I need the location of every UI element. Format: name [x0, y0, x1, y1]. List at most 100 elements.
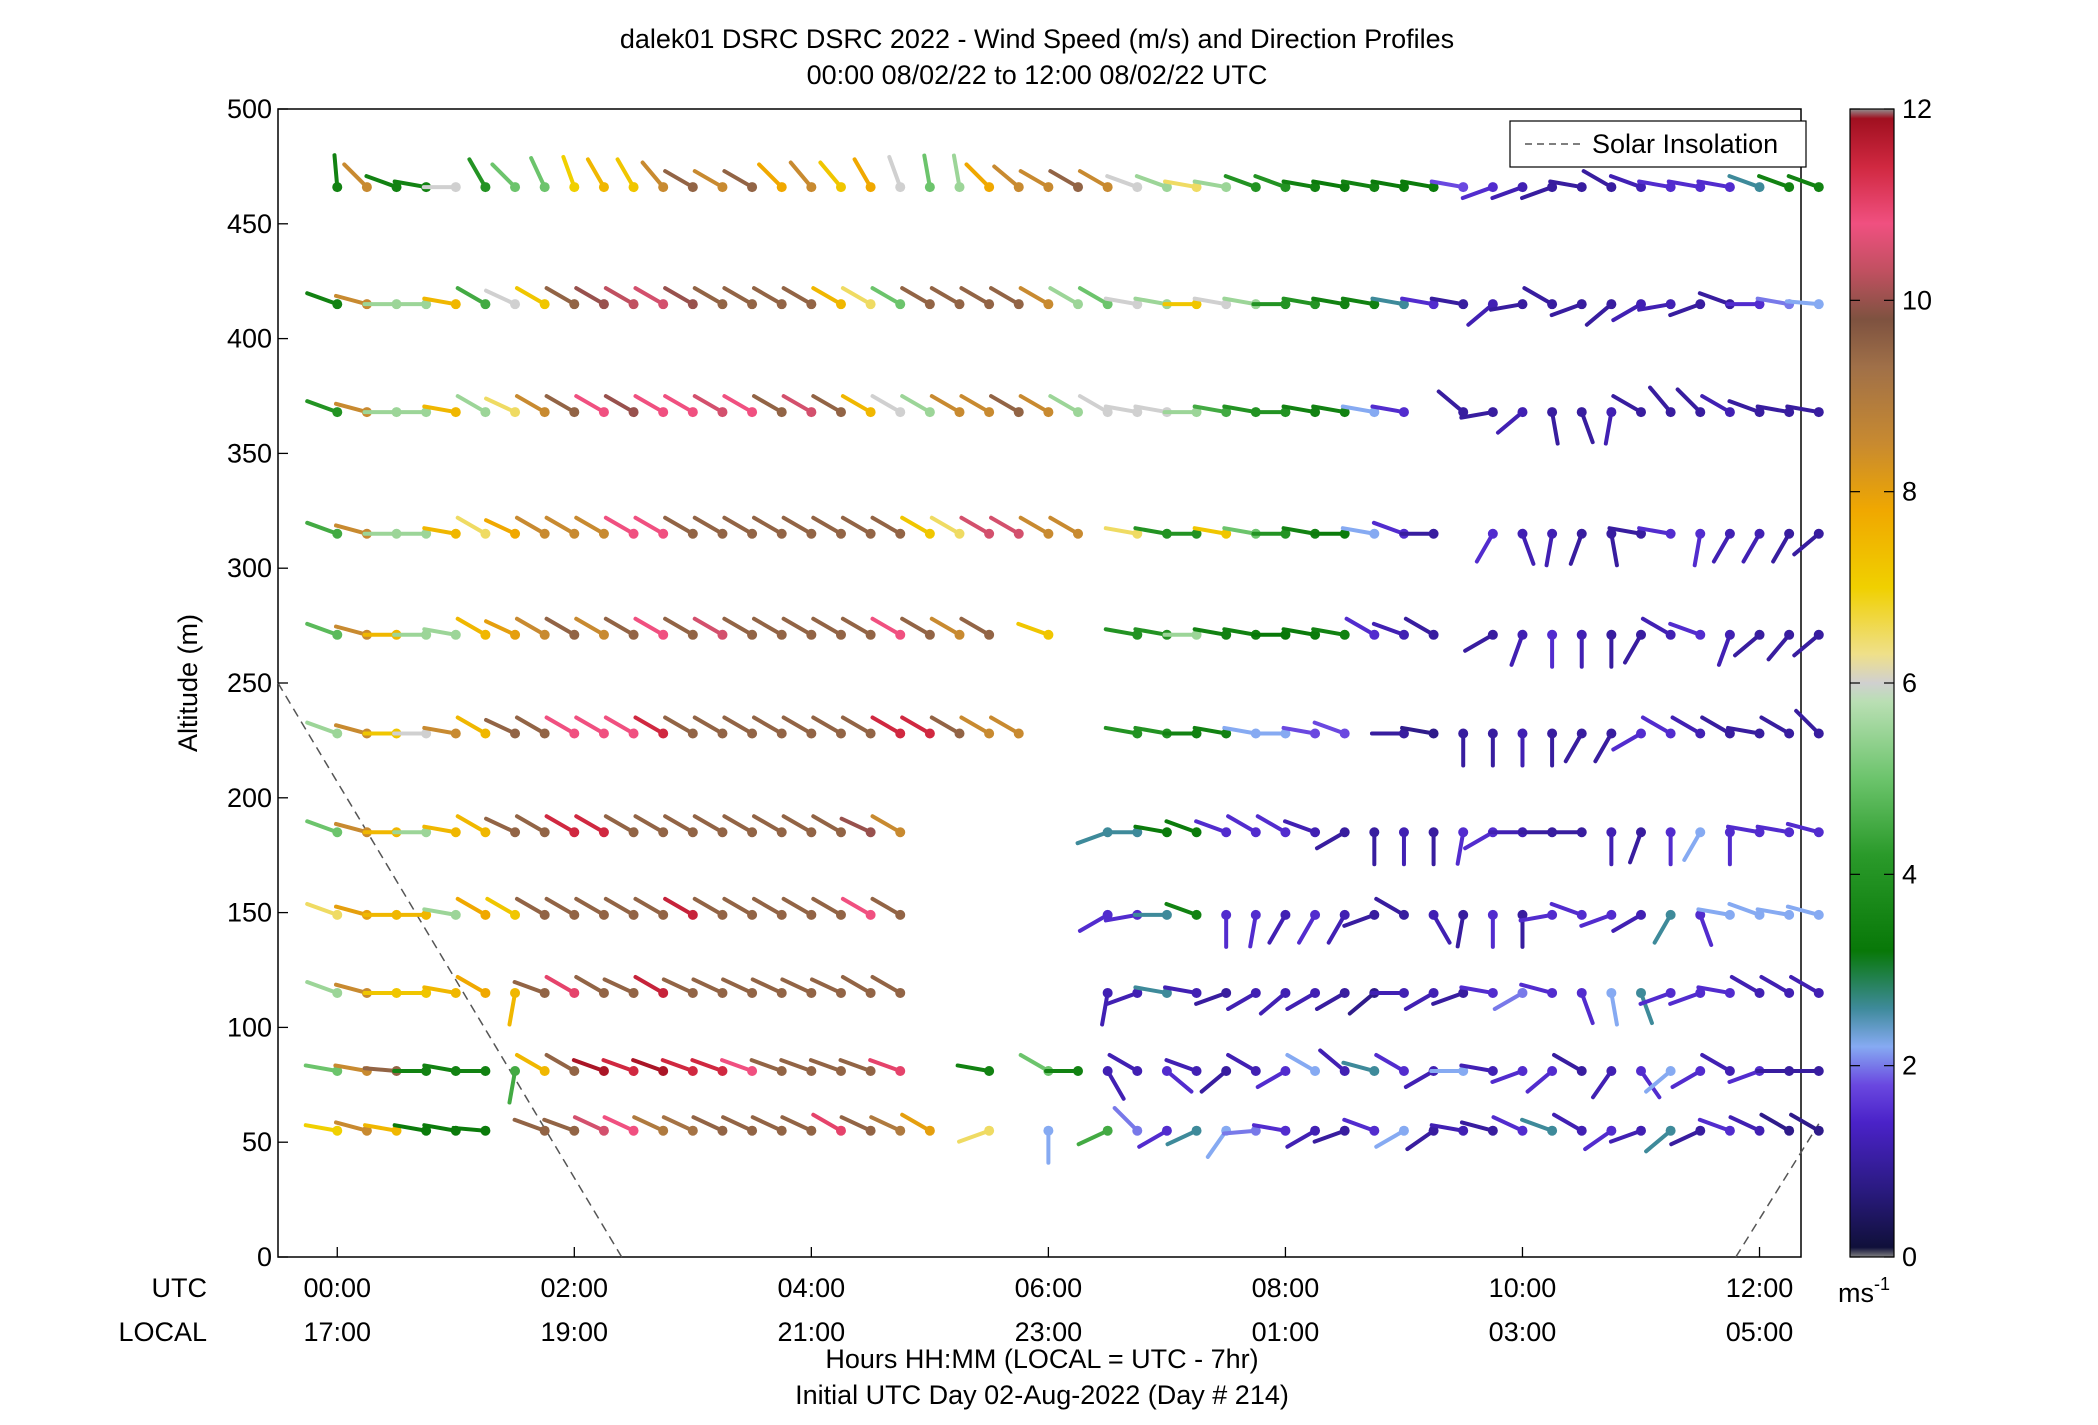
wind-barb-dot [1191, 407, 1202, 418]
wind-barb-dot [332, 182, 343, 193]
wind-barb [869, 1115, 906, 1136]
wind-barb-shaft [1490, 185, 1525, 201]
wind-barb-shaft [808, 1058, 843, 1074]
wind-barb [1281, 725, 1321, 739]
wind-barb-shaft [574, 286, 606, 307]
wind-barb-dot [510, 629, 521, 640]
wind-barb-shaft [544, 974, 577, 995]
wind-barb-shaft [362, 1066, 399, 1074]
x-row-label-local: LOCAL [118, 1317, 207, 1347]
wind-barb-dot [1606, 728, 1617, 739]
wind-barb-shaft [1255, 814, 1288, 835]
wind-barb [989, 394, 1024, 418]
wind-barb-shaft [722, 515, 755, 536]
wind-barb-shaft [663, 616, 695, 637]
wind-barb [305, 901, 343, 920]
wind-barb-dot [687, 728, 698, 739]
wind-barb-dot [1102, 987, 1113, 998]
wind-barb-shaft [1755, 404, 1792, 415]
wind-barb [1789, 1112, 1824, 1136]
wind-barb [455, 814, 491, 838]
wind-barb-shaft [663, 286, 695, 307]
wind-barb-shaft [1374, 1053, 1406, 1074]
wind-barb-dot [984, 528, 995, 539]
wind-barb-shaft [572, 1115, 606, 1133]
wind-barb-dot [1132, 1066, 1143, 1077]
wind-barb-shaft [663, 896, 695, 917]
wind-barb-dot [747, 1125, 758, 1136]
wind-barb-dot [1813, 629, 1824, 640]
wind-barb-shaft [839, 816, 873, 835]
wind-barb-dot [1606, 528, 1617, 539]
wind-barb-dot [1132, 629, 1143, 640]
wind-barb [1429, 1066, 1469, 1077]
wind-barb-dot [1635, 1066, 1646, 1077]
wind-barb [1644, 1125, 1676, 1154]
wind-barb [1374, 896, 1409, 920]
wind-barb [1100, 987, 1113, 1027]
wind-barb [1517, 909, 1528, 949]
wind-barb-dot [954, 182, 965, 193]
wind-barb [1076, 1125, 1113, 1147]
wind-barb-shaft [1326, 912, 1347, 945]
wind-barb-dot [1013, 407, 1024, 418]
wind-barb [633, 394, 669, 418]
wind-barb-shaft [1048, 286, 1081, 307]
wind-barb [1192, 179, 1232, 193]
wind-barb-shaft [484, 288, 518, 307]
wind-barb-shaft [1100, 990, 1110, 1027]
wind-barb [484, 717, 521, 739]
wind-barb-shaft [691, 977, 725, 995]
wind-barb-shaft [1637, 526, 1673, 536]
wind-barb [721, 977, 758, 998]
wind-barb-dot [1102, 1125, 1113, 1136]
wind-barb-dot [1369, 909, 1380, 920]
wind-barb-dot [954, 528, 965, 539]
wind-barb-shaft [1488, 302, 1525, 312]
wind-barb-shaft [720, 1058, 755, 1074]
wind-barb-dot [421, 299, 432, 310]
wind-barb [1314, 987, 1350, 1011]
wind-barb [422, 526, 461, 539]
wind-barb [303, 1063, 343, 1077]
wind-barb-shaft [633, 286, 666, 307]
wind-barb [839, 816, 876, 838]
wind-barb-dot [924, 407, 935, 418]
wind-barb [811, 896, 846, 920]
wind-barb-shaft [305, 291, 340, 307]
wind-barb-shaft [544, 286, 577, 307]
wind-barb-dot [1547, 987, 1558, 998]
wind-barb-dot [539, 728, 550, 739]
wind-barb [1428, 909, 1452, 945]
wind-barb-shaft [870, 515, 903, 536]
wind-barb-shaft [749, 1058, 784, 1074]
wind-barb-shaft [632, 1115, 666, 1133]
wind-barb [1670, 715, 1706, 739]
wind-barb [1161, 1066, 1194, 1094]
wind-barb-shaft [722, 169, 755, 190]
wind-barb-dot [1102, 909, 1113, 920]
wind-barb-dot [717, 299, 728, 310]
wind-barb [1603, 407, 1617, 446]
wind-barb-dot [924, 629, 935, 640]
wind-barb-shaft [692, 169, 725, 190]
wind-barb-shaft [1105, 990, 1140, 1006]
wind-barb [1428, 827, 1439, 867]
wind-barb-dot [480, 407, 491, 418]
wind-barb-shaft [1640, 715, 1673, 736]
wind-barb [1429, 1123, 1469, 1136]
wind-barb-dot [776, 728, 787, 739]
wind-barb-dot [1132, 528, 1143, 539]
wind-barb [392, 629, 432, 640]
wind-barb-dot [1547, 1066, 1558, 1077]
wind-barb-dot [835, 909, 846, 920]
wind-barb-dot [1606, 407, 1617, 418]
wind-barb [1251, 629, 1291, 640]
wind-barb-dot [1013, 728, 1024, 739]
wind-barb-dot [1310, 407, 1321, 418]
wind-barb [1431, 987, 1469, 1006]
wind-barb-dot [480, 909, 491, 920]
wind-barb [691, 1115, 728, 1136]
wind-barb-dot [1191, 827, 1202, 838]
wind-barb-shaft [1105, 1069, 1126, 1101]
